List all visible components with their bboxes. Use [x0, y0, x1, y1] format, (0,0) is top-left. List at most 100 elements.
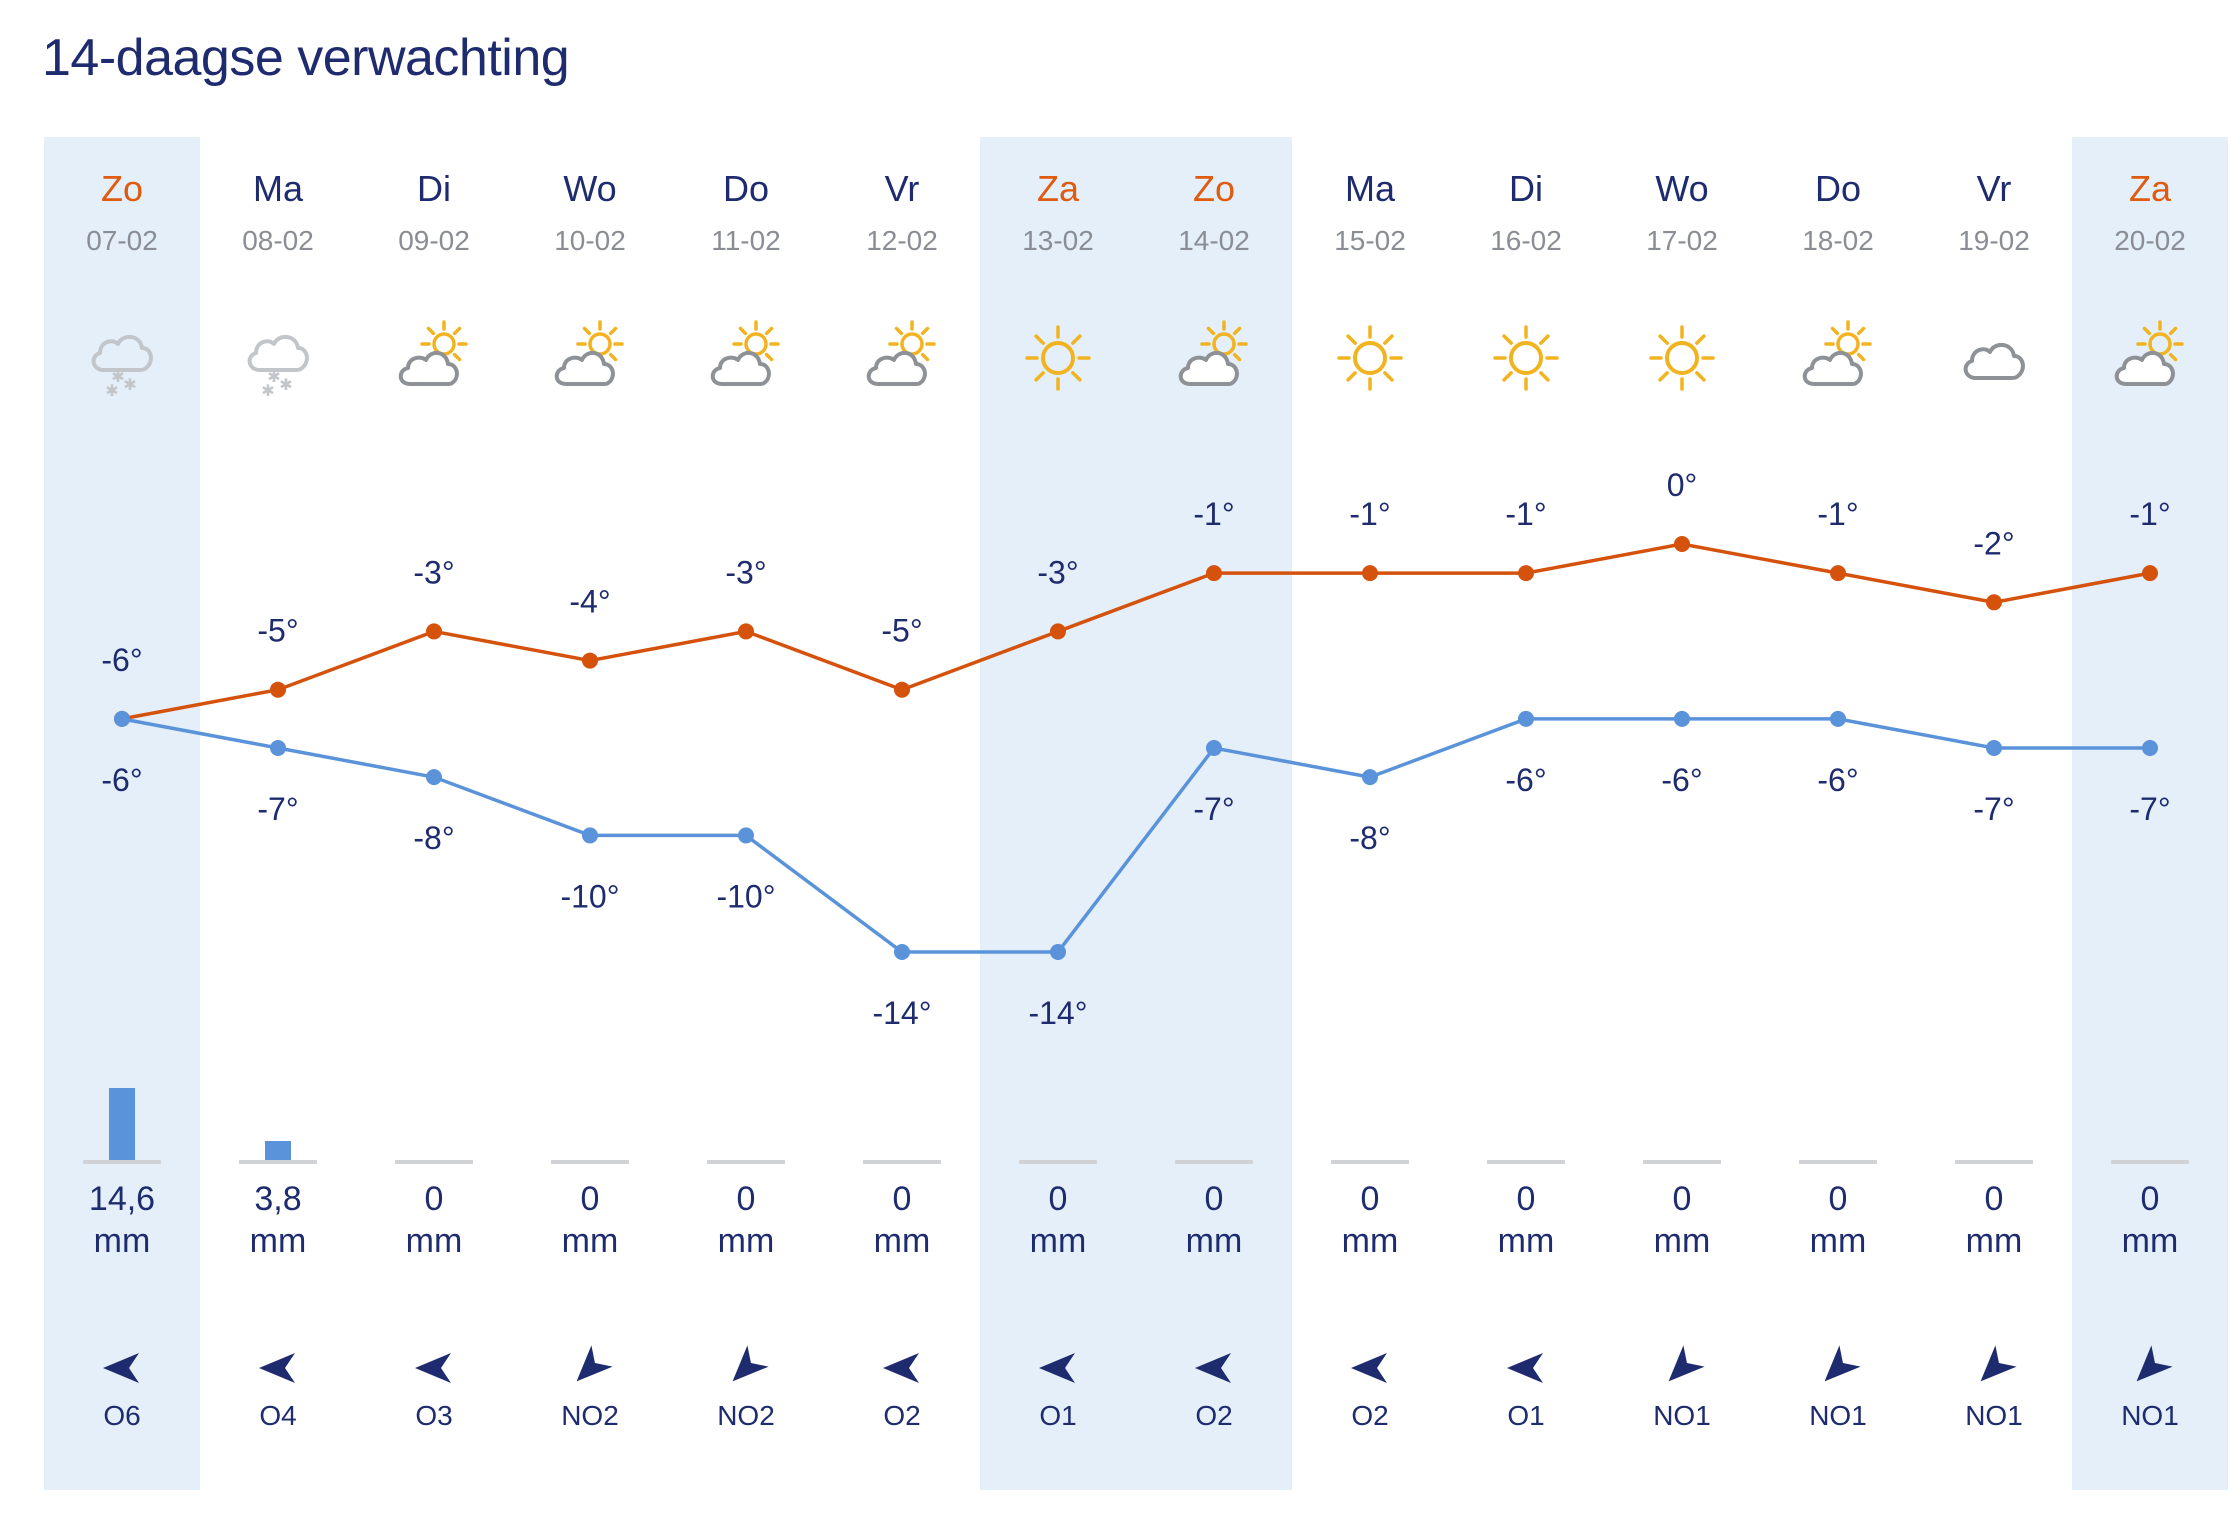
precipitation-value: 0 — [1360, 1180, 1380, 1218]
day-column: Vr 12-02 0 mm O2 — [824, 0, 980, 1518]
precipitation-unit: mm — [1029, 1222, 1087, 1260]
max-temp-label: -1° — [1349, 496, 1390, 532]
day-date: 16-02 — [1490, 225, 1562, 256]
precipitation-bar — [265, 1141, 291, 1160]
max-temp-label: -3° — [1037, 554, 1078, 590]
day-column: Vr 19-02 0 mm NO1 — [1916, 0, 2072, 1518]
precipitation-bar — [109, 1088, 135, 1160]
min-temp-point — [1830, 710, 1846, 727]
precipitation-label: 3,8 mm — [200, 1178, 356, 1262]
min-temp-label: -7° — [1193, 791, 1234, 827]
partly-cloudy-icon — [394, 318, 474, 398]
day-name: Do — [722, 168, 770, 209]
precipitation-baseline — [2111, 1160, 2189, 1164]
min-temp-point — [2142, 740, 2158, 756]
wind-arrow-icon — [1659, 1345, 1705, 1391]
precipitation-value: 0 — [424, 1180, 444, 1218]
day-name: Ma — [252, 168, 303, 209]
day-name: Za — [1036, 168, 1079, 209]
day-column: Za 20-02 0 mm NO1 — [2072, 0, 2228, 1518]
cloud-icon — [1954, 318, 2034, 398]
precipitation-label: 0 mm — [512, 1178, 668, 1262]
min-temp-point — [582, 827, 598, 844]
precipitation-value: 0 — [1828, 1180, 1848, 1218]
svg-text:✱: ✱ — [111, 367, 124, 386]
wind-arrow-icon — [99, 1345, 145, 1391]
precipitation-baseline — [1955, 1160, 2033, 1164]
wind-arrow-icon — [879, 1345, 925, 1391]
max-temp-label: -4° — [569, 584, 610, 620]
min-temp-point — [426, 769, 442, 786]
day-name: Di — [417, 168, 451, 209]
max-temp-label: -6° — [101, 642, 142, 678]
day-date: 14-02 — [1178, 225, 1250, 256]
partly-cloudy-icon — [862, 318, 942, 398]
day-date: 15-02 — [1334, 225, 1406, 256]
day-date: 18-02 — [1802, 225, 1874, 256]
svg-text:✱: ✱ — [123, 375, 136, 394]
sun-icon — [1018, 318, 1098, 398]
precipitation-label: 0 mm — [1292, 1178, 1448, 1262]
max-temp-point — [1830, 565, 1846, 582]
min-temp-label: -7° — [2129, 791, 2170, 827]
day-date: 13-02 — [1022, 225, 1094, 256]
day-column: Ma 08-02 ✱ ✱ ✱ 3,8 mm O4 — [200, 0, 356, 1518]
precipitation-baseline — [83, 1160, 161, 1164]
day-column: Zo 14-02 0 mm O2 — [1136, 0, 1292, 1518]
sun-icon — [1486, 318, 1566, 398]
precipitation-unit: mm — [873, 1222, 931, 1260]
wind-label: O3 — [415, 1400, 453, 1431]
day-name: Wo — [1655, 168, 1709, 209]
max-temp-label: -1° — [1505, 496, 1546, 532]
min-temp-point — [1050, 944, 1066, 960]
day-column: Do 18-02 0 mm NO1 — [1760, 0, 1916, 1518]
max-temp-point — [1518, 565, 1534, 582]
precipitation-baseline — [395, 1160, 473, 1164]
snow-cloud-icon: ✱ ✱ ✱ — [238, 318, 318, 400]
sun-icon — [1330, 318, 1410, 398]
min-temp-point — [1986, 740, 2002, 756]
min-temp-label: -14° — [1028, 995, 1087, 1031]
max-temp-point — [270, 681, 286, 698]
min-temp-label: -7° — [257, 791, 298, 827]
day-name: Zo — [1192, 168, 1235, 209]
precipitation-unit: mm — [405, 1222, 463, 1260]
wind-label: O6 — [103, 1400, 141, 1431]
day-name: Ma — [1344, 168, 1395, 209]
wind-arrow-icon — [1971, 1345, 2017, 1391]
max-temp-label: -5° — [257, 613, 298, 649]
precipitation-label: 0 mm — [1916, 1178, 2072, 1262]
precipitation-value: 0 — [1984, 1180, 2004, 1218]
precipitation-label: 0 mm — [1604, 1178, 1760, 1262]
precipitation-label: 0 mm — [356, 1178, 512, 1262]
wind-arrow-icon — [2127, 1345, 2173, 1391]
max-temp-point — [1050, 623, 1066, 640]
precipitation-value: 0 — [1048, 1180, 1068, 1218]
day-date: 17-02 — [1646, 225, 1718, 256]
wind-label: NO1 — [1965, 1400, 2023, 1431]
min-temp-label: -10° — [716, 878, 775, 914]
sun-icon — [1642, 318, 1722, 398]
wind-label: O1 — [1039, 1400, 1077, 1431]
wind-label: NO1 — [1809, 1400, 1867, 1431]
day-name: Za — [2128, 168, 2171, 209]
max-temp-point — [1674, 536, 1690, 552]
wind-label: NO2 — [561, 1400, 619, 1431]
precipitation-label: 0 mm — [980, 1178, 1136, 1262]
max-temp-point — [2142, 565, 2158, 582]
max-temp-point — [1206, 565, 1222, 582]
max-temp-label: -3° — [725, 554, 766, 590]
day-name: Wo — [563, 168, 617, 209]
precipitation-unit: mm — [717, 1222, 775, 1260]
wind-label: NO2 — [717, 1400, 775, 1431]
precipitation-baseline — [1643, 1160, 1721, 1164]
precipitation-unit: mm — [1809, 1222, 1867, 1260]
min-temp-label: -6° — [1505, 762, 1546, 798]
wind-label: O2 — [1351, 1400, 1389, 1431]
precipitation-baseline — [863, 1160, 941, 1164]
wind-label: NO1 — [2121, 1400, 2179, 1431]
precipitation-value: 0 — [1516, 1180, 1536, 1218]
precipitation-unit: mm — [93, 1222, 151, 1260]
day-date: 08-02 — [242, 225, 314, 256]
